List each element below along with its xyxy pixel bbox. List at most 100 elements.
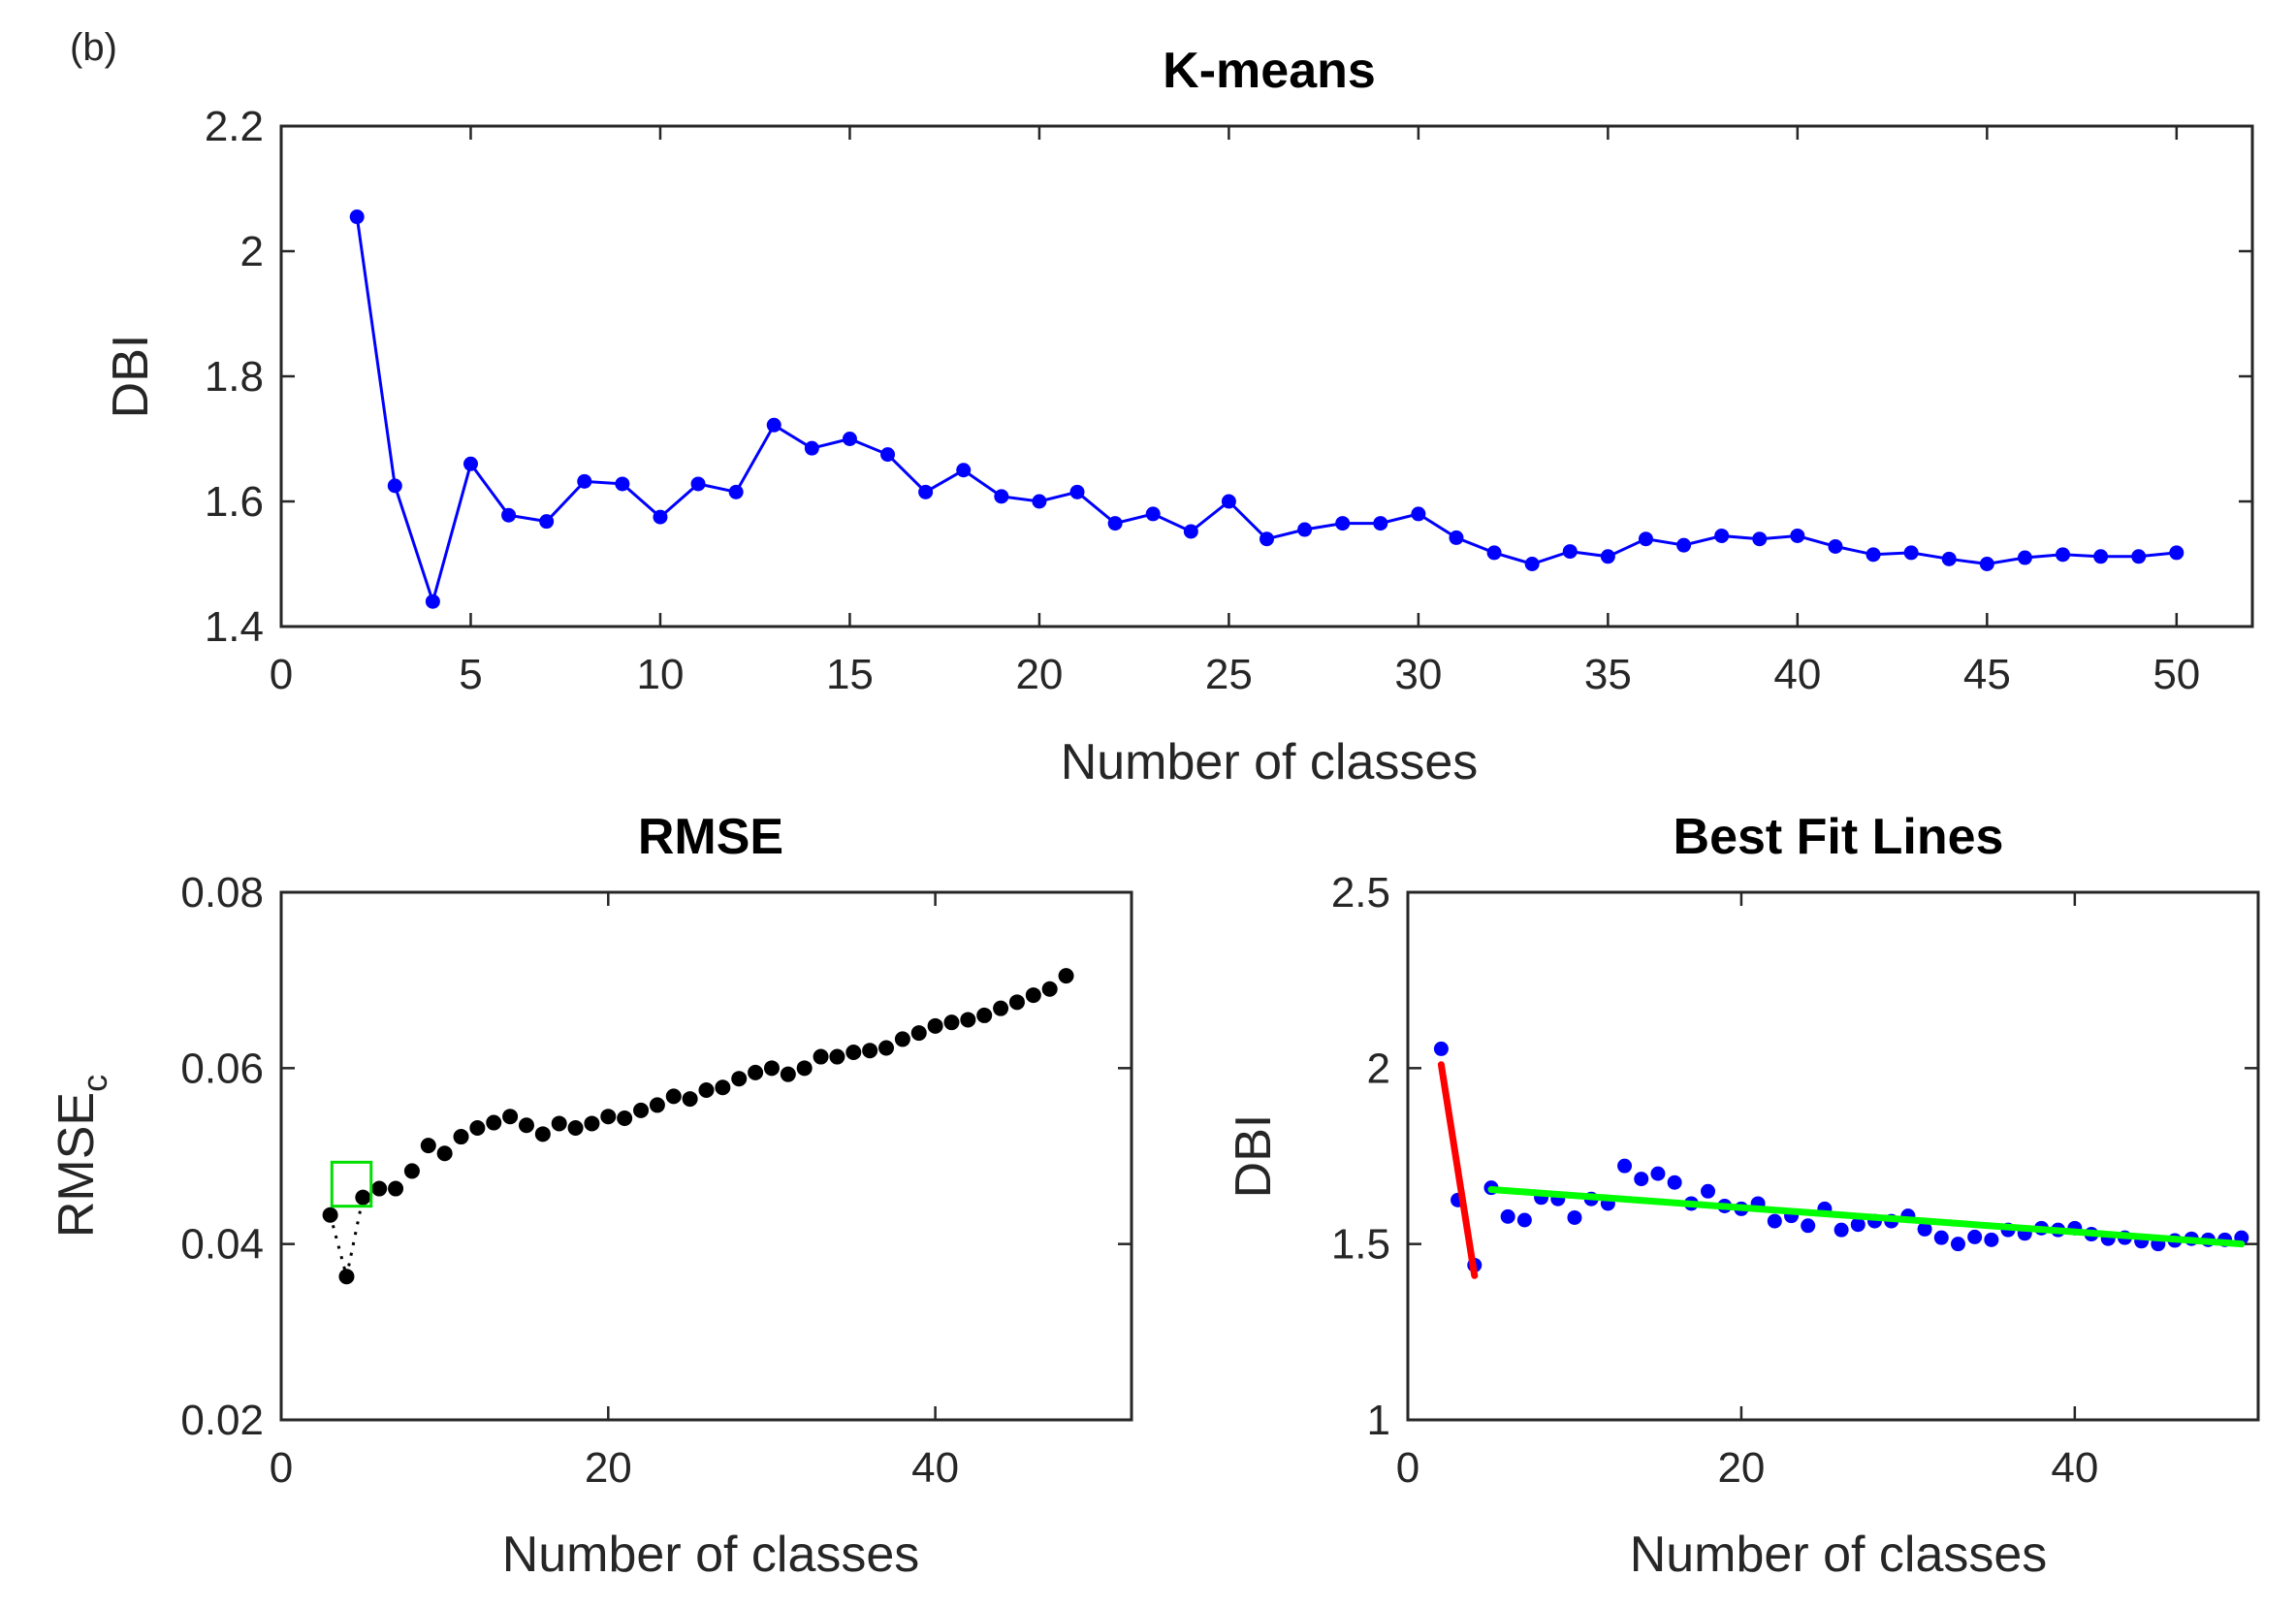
kmeans-xtick-label: 15 — [826, 651, 874, 698]
rmse-marks — [322, 968, 1074, 1285]
rmse-point — [355, 1189, 371, 1206]
rmse-dotted-connector — [329, 1214, 348, 1277]
rmse-xtick-label: 40 — [911, 1444, 959, 1492]
rmse-ytick-label: 0.04 — [180, 1221, 264, 1269]
rmse-point — [403, 1163, 420, 1179]
rmse-point — [1041, 981, 1058, 997]
kmeans-point — [842, 432, 857, 446]
bestfit-title: Best Fit Lines — [1674, 809, 2004, 865]
rmse-ytick-label: 0.02 — [180, 1397, 264, 1444]
chart-kmeans: K-means 0 5 10 15 20 25 30 35 40 45 50 1.4 1.6 1.8 2 2.… — [103, 43, 2254, 790]
kmeans-point — [1752, 531, 1768, 547]
kmeans-point — [804, 440, 819, 456]
rmse-point — [436, 1145, 453, 1162]
kmeans-point — [728, 484, 744, 499]
rmse-point — [600, 1109, 617, 1125]
bestfit-point — [1667, 1175, 1682, 1190]
bestfit-axes-frame — [1406, 890, 2260, 1422]
bestfit-point — [1516, 1212, 1532, 1228]
kmeans-xtick-label: 50 — [2152, 651, 2200, 698]
kmeans-point — [1032, 494, 1047, 509]
kmeans-xtick-label: 10 — [636, 651, 684, 698]
kmeans-ytick-label: 1.4 — [205, 603, 264, 651]
kmeans-point — [1260, 531, 1274, 547]
bestfit-point — [1634, 1172, 1649, 1187]
kmeans-xtick-label: 35 — [1584, 651, 1632, 698]
kmeans-point — [1335, 516, 1351, 531]
bestfit-ytick-label: 2.5 — [1331, 869, 1390, 917]
rmse-point — [420, 1138, 436, 1154]
kmeans-point — [1373, 516, 1388, 531]
kmeans-point — [1828, 538, 1843, 554]
kmeans-ytick-label: 1.8 — [205, 353, 264, 401]
rmse-point — [584, 1115, 600, 1132]
bestfit-point — [1500, 1208, 1515, 1224]
kmeans-point — [1941, 551, 1957, 566]
rmse-point — [469, 1119, 486, 1136]
chart-rmse: RMSE 0 20 40 0.02 0.04 0.06 0.08 Number of cla… — [48, 809, 1133, 1583]
kmeans-point — [1714, 528, 1730, 543]
rmse-point — [960, 1012, 976, 1028]
kmeans-marks — [349, 209, 2184, 609]
kmeans-point — [1676, 537, 1692, 553]
kmeans-point — [387, 478, 402, 494]
kmeans-xtick-label: 45 — [1963, 651, 2011, 698]
kmeans-point — [1411, 506, 1426, 522]
kmeans-ylabel: DBI — [103, 335, 159, 419]
rmse-point — [453, 1129, 469, 1145]
kmeans-xtick-label: 5 — [459, 651, 482, 698]
rmse-point — [486, 1114, 502, 1131]
kmeans-xtick-label: 30 — [1394, 651, 1442, 698]
kmeans-xtick-label: 25 — [1205, 651, 1253, 698]
bestfit-ticks: 0 20 40 1 1.5 2 2.5 — [1331, 869, 2258, 1492]
rmse-point — [780, 1066, 796, 1082]
rmse-ylabel-main: RMSE — [48, 1092, 105, 1238]
bestfit-fit-right-line — [1487, 1185, 2246, 1248]
rmse-point — [829, 1048, 845, 1065]
rmse-point — [878, 1040, 895, 1056]
bestfit-marks — [1433, 1041, 2249, 1279]
rmse-point — [502, 1109, 519, 1125]
kmeans-point — [1866, 547, 1881, 563]
rmse-point — [1025, 987, 1041, 1004]
kmeans-point — [1145, 506, 1161, 522]
kmeans-xtick-label: 20 — [1015, 651, 1063, 698]
rmse-ytick-label: 0.08 — [180, 869, 264, 917]
bestfit-ylabel: DBI — [1226, 1114, 1282, 1199]
kmeans-point — [2131, 549, 2147, 564]
kmeans-point — [2169, 545, 2184, 561]
kmeans-point — [1069, 484, 1085, 499]
rmse-point — [894, 1031, 910, 1047]
bestfit-point — [1834, 1222, 1849, 1238]
rmse-point — [927, 1017, 943, 1034]
kmeans-axes-frame — [279, 124, 2254, 628]
kmeans-point — [2093, 549, 2109, 564]
kmeans-point — [1449, 530, 1464, 545]
rmse-point — [748, 1064, 764, 1080]
kmeans-point — [1600, 549, 1615, 564]
bestfit-point — [1933, 1230, 1949, 1245]
kmeans-point — [1297, 522, 1313, 537]
rmse-point — [682, 1091, 698, 1108]
bestfit-point — [1917, 1221, 1932, 1237]
rmse-point — [698, 1082, 715, 1098]
rmse-ticks: 0 20 40 0.02 0.04 0.06 0.08 — [180, 869, 1132, 1492]
rmse-point — [715, 1079, 731, 1096]
rmse-point — [617, 1110, 633, 1127]
rmse-point — [371, 1180, 388, 1197]
rmse-point — [534, 1126, 551, 1142]
rmse-xtick-label: 0 — [270, 1444, 293, 1492]
kmeans-point — [994, 489, 1009, 504]
kmeans-point — [1979, 557, 1994, 571]
chart-best-fit: Best Fit Lines 0 20 40 1 1.5 2 2.5 Number of c… — [1226, 809, 2260, 1583]
kmeans-point — [1790, 528, 1805, 543]
bestfit-ytick-label: 1.5 — [1331, 1221, 1390, 1269]
kmeans-point — [1638, 531, 1653, 547]
kmeans-point — [425, 594, 440, 609]
kmeans-xlabel: Number of classes — [1061, 734, 1479, 790]
kmeans-xtick-label: 0 — [270, 651, 293, 698]
kmeans-point — [1562, 544, 1578, 560]
rmse-ylabel: RMSEc — [48, 1075, 114, 1238]
kmeans-point — [1183, 524, 1198, 539]
